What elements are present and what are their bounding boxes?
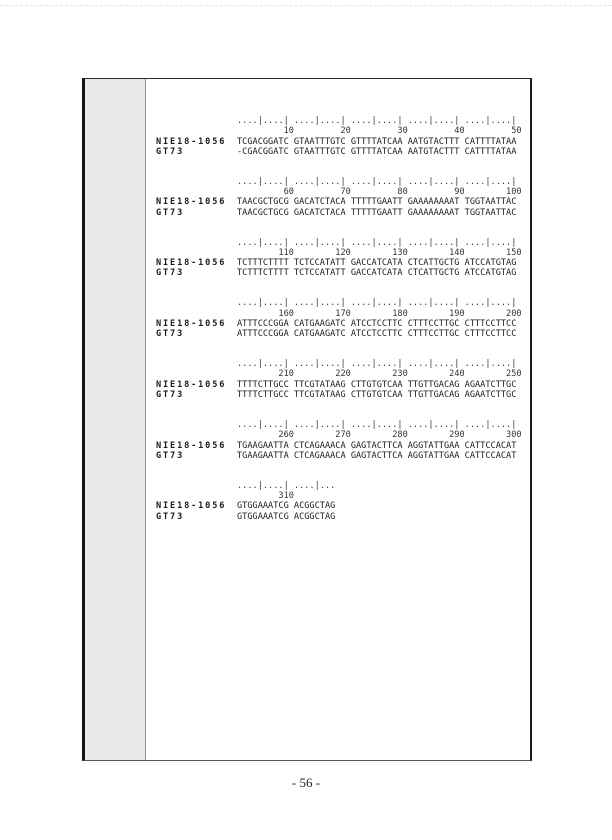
sequence-label: NIE18-1056	[156, 318, 227, 329]
sequence-text: TCTTTCTTTT TCTCCATATT GACCATCATA CTCATTG…	[237, 258, 517, 269]
sequence-row: GT73 -CGACGGATC GTAATTTGTC GTTTTATCAA AAT…	[156, 147, 522, 157]
position-numbers: 260 270 280 290 300	[237, 430, 522, 441]
ruler-line: ....|....| ....|....| ....|....| ....|..…	[237, 359, 517, 370]
alignment-block-4: ....|....| ....|....| ....|....| ....|..…	[156, 298, 522, 339]
sequence-text: ATTTCCCGGA CATGAAGATC ATCCTCCTTC CTTTCCT…	[237, 318, 517, 329]
sequence-label: NIE18-1056	[156, 440, 227, 451]
sequence-row: NIE18-1056 TCTTTCTTTT TCTCCATATT GACCATCA…	[156, 258, 522, 268]
position-numbers: 110 120 130 140 150	[237, 247, 522, 258]
alignment-block-1: ....|....| ....|....| ....|....| ....|..…	[156, 116, 522, 157]
sequence-text: GTGGAAATCG ACGGCTAG	[237, 511, 336, 522]
sequence-text: TAACGCTGCG GACATCTACA TTTTTGAATT GAAAAAA…	[237, 207, 517, 218]
sequence-label: NIE18-1056	[156, 197, 227, 208]
sequence-row: GT73 TCTTTCTTTT TCTCCATATT GACCATCATA CTC…	[156, 268, 522, 278]
alignment-block-6: ....|....| ....|....| ....|....| ....|..…	[156, 420, 522, 461]
sequence-label: GT73	[156, 329, 185, 340]
ruler-line: ....|....| ....|....| ....|....| ....|..…	[237, 298, 517, 309]
sequence-label: GT73	[156, 146, 185, 157]
sequence-row: NIE18-1056 TAACGCTGCG GACATCTACA TTTTTGAA…	[156, 197, 522, 207]
sequence-row: NIE18-1056 ATTTCCCGGA CATGAAGATC ATCCTCCT…	[156, 319, 522, 329]
ruler-line: ....|....| ....|...	[237, 480, 336, 491]
sequence-label: GT73	[156, 511, 185, 522]
sequence-label: NIE18-1056	[156, 136, 227, 147]
sequence-text: TAACGCTGCG GACATCTACA TTTTTGAATT GAAAAAA…	[237, 197, 517, 208]
sequence-text: TTTTCTTGCC TTCGTATAAG CTTGTGTCAA TTGTTGA…	[237, 379, 517, 390]
sequence-text: TCGACGGATC GTAATTTGTC GTTTTATCAA AATGTAC…	[237, 136, 517, 147]
sequence-row: NIE18-1056 GTGGAAATCG ACGGCTAG	[156, 501, 522, 511]
page-frame: ....|....| ....|....| ....|....| ....|..…	[82, 78, 532, 761]
ruler-line: ....|....| ....|....| ....|....| ....|..…	[237, 237, 517, 248]
sequence-text: TTTTCTTGCC TTCGTATAAG CTTGTGTCAA TTGTTGA…	[237, 390, 517, 401]
left-margin-strip	[85, 79, 146, 760]
sequence-label: GT73	[156, 450, 185, 461]
sequence-row: NIE18-1056 TCGACGGATC GTAATTTGTC GTTTTATC…	[156, 137, 522, 147]
sequence-row: GT73 GTGGAAATCG ACGGCTAG	[156, 512, 522, 522]
sequence-row: GT73 TGAAGAATTA CTCAGAAACA GAGTACTTCA AGG…	[156, 451, 522, 461]
sequence-label: NIE18-1056	[156, 258, 227, 269]
sequence-label: NIE18-1056	[156, 501, 227, 512]
sequence-text: GTGGAAATCG ACGGCTAG	[237, 501, 336, 512]
sequence-row: NIE18-1056 TTTTCTTGCC TTCGTATAAG CTTGTGTC…	[156, 380, 522, 390]
sequence-label: GT73	[156, 268, 185, 279]
position-numbers: 310	[237, 490, 294, 501]
alignment-block-5: ....|....| ....|....| ....|....| ....|..…	[156, 359, 522, 400]
sequence-text: TGAAGAATTA CTCAGAAACA GAGTACTTCA AGGTATT…	[237, 450, 517, 461]
sequence-row: NIE18-1056 TGAAGAATTA CTCAGAAACA GAGTACTT…	[156, 441, 522, 451]
ruler-line: ....|....| ....|....| ....|....| ....|..…	[237, 176, 517, 187]
sequence-label: GT73	[156, 390, 185, 401]
sequence-text: -CGACGGATC GTAATTTGTC GTTTTATCAA AATGTAC…	[237, 146, 517, 157]
position-numbers: 10 20 30 40 50	[237, 126, 522, 137]
position-numbers: 60 70 80 90 100	[237, 187, 522, 198]
scan-artifact-line	[0, 5, 612, 6]
page-number: - 56 -	[291, 775, 321, 790]
ruler-line: ....|....| ....|....| ....|....| ....|..…	[237, 419, 517, 430]
sequence-label: GT73	[156, 207, 185, 218]
sequence-alignment: ....|....| ....|....| ....|....| ....|..…	[156, 116, 522, 541]
alignment-block-2: ....|....| ....|....| ....|....| ....|..…	[156, 177, 522, 218]
sequence-row: GT73 TAACGCTGCG GACATCTACA TTTTTGAATT GAA…	[156, 208, 522, 218]
alignment-block-7: ....|....| ....|... 310 NIE18-1056 GTGGAA…	[156, 481, 522, 522]
sequence-row: GT73 ATTTCCCGGA CATGAAGATC ATCCTCCTTC CTT…	[156, 329, 522, 339]
sequence-text: ATTTCCCGGA CATGAAGATC ATCCTCCTTC CTTTCCT…	[237, 329, 517, 340]
ruler-line: ....|....| ....|....| ....|....| ....|..…	[237, 116, 517, 126]
sequence-text: TGAAGAATTA CTCAGAAACA GAGTACTTCA AGGTATT…	[237, 440, 517, 451]
position-numbers: 210 220 230 240 250	[237, 369, 522, 380]
sequence-label: NIE18-1056	[156, 379, 227, 390]
sequence-row: GT73 TTTTCTTGCC TTCGTATAAG CTTGTGTCAA TTG…	[156, 390, 522, 400]
sequence-text: TCTTTCTTTT TCTCCATATT GACCATCATA CTCATTG…	[237, 268, 517, 279]
position-numbers: 160 170 180 190 200	[237, 308, 522, 319]
alignment-block-3: ....|....| ....|....| ....|....| ....|..…	[156, 238, 522, 279]
